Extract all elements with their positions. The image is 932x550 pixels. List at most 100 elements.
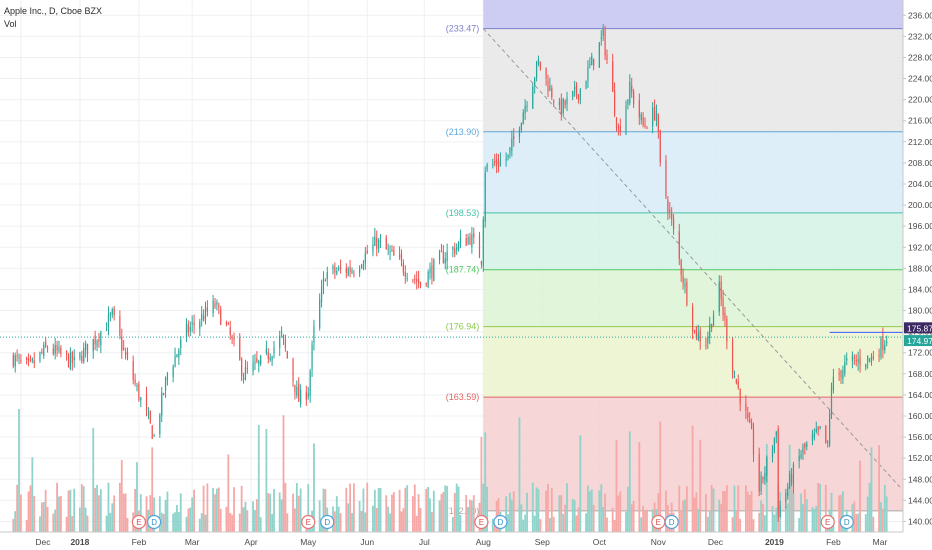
volume-bar bbox=[526, 492, 528, 532]
candle-body bbox=[105, 329, 108, 331]
volume-bar bbox=[231, 514, 234, 532]
price-tick-label: 204.00 bbox=[908, 179, 932, 189]
earnings-marker[interactable]: E bbox=[820, 514, 835, 530]
volume-bar bbox=[432, 490, 435, 532]
volume-bar bbox=[189, 507, 192, 532]
volume-bar bbox=[611, 507, 614, 532]
volume-bar bbox=[564, 504, 567, 532]
candle-body bbox=[739, 388, 741, 404]
candle-body bbox=[96, 340, 98, 347]
volume-bar bbox=[267, 493, 270, 532]
candle-body bbox=[859, 356, 861, 366]
candle-body bbox=[747, 413, 749, 418]
volume-bar bbox=[771, 506, 774, 532]
candle-body bbox=[838, 373, 840, 375]
price-axis[interactable]: 140.00 144.00 148.00 152.00 156.00 160.00 164.… bbox=[902, 0, 932, 550]
candle-body bbox=[524, 105, 526, 113]
candle-body bbox=[686, 281, 688, 305]
volume-label[interactable]: Vol bbox=[4, 19, 17, 29]
candle-body bbox=[638, 100, 640, 117]
dividend-marker[interactable]: D bbox=[493, 514, 508, 530]
dividend-marker[interactable]: D bbox=[664, 514, 679, 530]
volume-bar bbox=[99, 489, 102, 532]
candle-body bbox=[731, 339, 734, 375]
candle-body bbox=[497, 161, 500, 167]
time-tick-label: Mar bbox=[185, 537, 200, 547]
event-marker-label: D bbox=[844, 518, 850, 527]
candle-body bbox=[412, 279, 414, 281]
candle-body bbox=[631, 85, 633, 93]
dividend-marker[interactable]: D bbox=[320, 514, 335, 530]
candle-body bbox=[98, 338, 100, 342]
candle-body bbox=[633, 91, 635, 104]
volume-bar bbox=[69, 489, 72, 532]
candle-body bbox=[699, 330, 701, 342]
candle-body bbox=[764, 472, 766, 481]
volume-bar bbox=[271, 514, 273, 532]
candle-body bbox=[440, 250, 443, 253]
candle-body bbox=[292, 359, 294, 382]
volume-bar bbox=[324, 489, 327, 532]
volume-bar bbox=[56, 482, 58, 532]
volume-bar bbox=[453, 492, 456, 532]
volume-bar bbox=[638, 442, 641, 532]
earnings-marker[interactable]: E bbox=[474, 514, 489, 530]
symbol-title[interactable]: Apple Inc., D, Cboe BZX bbox=[4, 6, 103, 16]
candle-body bbox=[387, 248, 389, 250]
candle-body bbox=[575, 85, 578, 95]
volume-bar bbox=[746, 491, 749, 532]
candle-body bbox=[124, 351, 127, 355]
volume-bar bbox=[613, 519, 616, 532]
candle-body bbox=[857, 359, 859, 363]
candle-body bbox=[58, 346, 60, 352]
candle-body bbox=[364, 253, 366, 264]
candle-body bbox=[553, 100, 555, 103]
dividend-marker[interactable]: D bbox=[839, 514, 854, 530]
candle-body bbox=[469, 236, 471, 245]
volume-bar bbox=[615, 440, 618, 532]
volume-bar bbox=[520, 504, 523, 532]
candle-body bbox=[214, 303, 216, 308]
time-tick-label: Dec bbox=[35, 537, 51, 547]
earnings-marker[interactable]: E bbox=[131, 514, 147, 530]
event-marker-circle bbox=[474, 514, 489, 530]
candle-body bbox=[534, 78, 536, 86]
volume-bar bbox=[372, 505, 374, 532]
volume-bar bbox=[351, 512, 353, 532]
candle-body bbox=[840, 370, 842, 378]
volume-bar bbox=[349, 483, 352, 532]
fib-level-label: (176.94) bbox=[446, 322, 480, 332]
price-tick-label: 212.00 bbox=[908, 137, 932, 147]
candle-body bbox=[212, 300, 214, 314]
overlay-lines bbox=[0, 331, 903, 338]
earnings-marker[interactable]: E bbox=[301, 514, 316, 530]
candle-body bbox=[123, 347, 125, 350]
volume-bar bbox=[691, 425, 694, 532]
volume-bar bbox=[98, 495, 100, 532]
candle-body bbox=[720, 281, 722, 300]
volume-bar bbox=[337, 506, 340, 532]
candle-body bbox=[119, 316, 121, 336]
candle-body bbox=[258, 360, 260, 365]
volume-bar bbox=[225, 506, 228, 532]
volume-bar bbox=[109, 512, 112, 532]
candle-body bbox=[549, 85, 551, 91]
fibonacci-retracement[interactable]: (233.47) (213.90) (198.53) (187.74) (176.94)… bbox=[446, 0, 903, 516]
candle-body bbox=[438, 252, 441, 260]
candle-body bbox=[604, 29, 606, 56]
candle-body bbox=[804, 443, 806, 448]
volume-bar bbox=[731, 517, 734, 532]
earnings-marker[interactable]: E bbox=[651, 514, 666, 530]
volume-bar bbox=[588, 491, 591, 532]
volume-bar bbox=[870, 447, 873, 532]
volume-bar bbox=[33, 495, 36, 532]
candle-body bbox=[286, 351, 288, 359]
time-axis[interactable]: Dec 2018 Feb Mar Apr May Jun Jul Aug Sep Oct Nov Dec… bbox=[0, 531, 932, 550]
candle-body bbox=[220, 309, 222, 325]
candle-body bbox=[294, 384, 296, 393]
candle-body bbox=[511, 138, 513, 151]
volume-bar bbox=[126, 518, 129, 532]
dividend-marker[interactable]: D bbox=[147, 514, 162, 530]
